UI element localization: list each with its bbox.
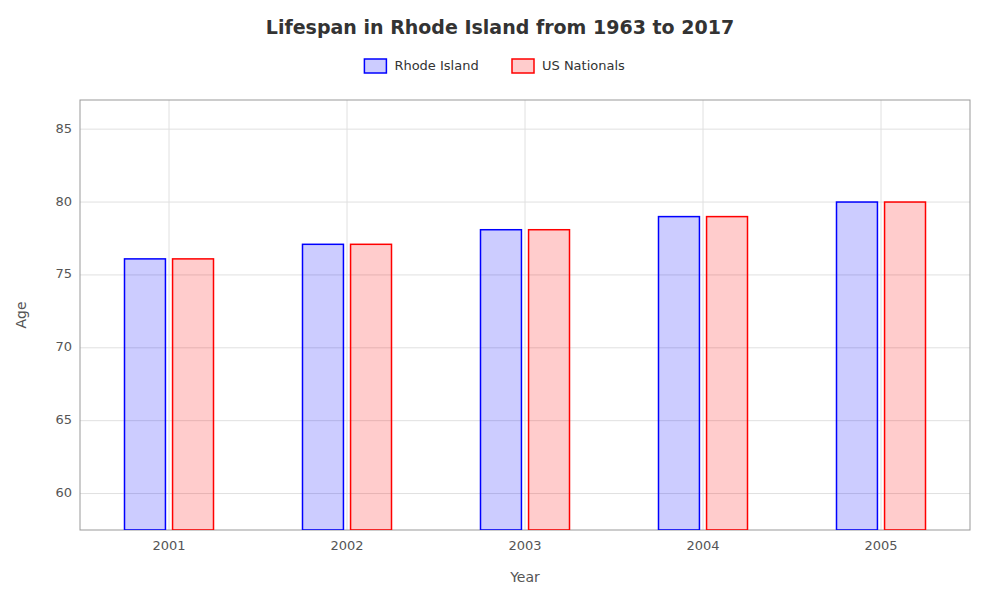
bars [125, 202, 926, 530]
bar [529, 230, 570, 530]
y-axis: 60 65 70 75 80 85 [55, 121, 72, 500]
bar [659, 217, 700, 530]
plot-frame [80, 100, 970, 530]
y-axis-label: Age [13, 301, 29, 328]
x-axis: 2001 2002 2003 2004 2005 [152, 538, 897, 553]
chart: 60 65 70 75 80 85 2001 2002 2003 2004 2005 Year Age L… [0, 0, 1000, 600]
bar [837, 202, 878, 530]
y-tick-label: 65 [55, 412, 72, 427]
x-tick-label: 2005 [864, 538, 897, 553]
legend: Rhode Island US Nationals [364, 58, 625, 74]
x-grid-line [525, 100, 526, 530]
y-tick-label: 75 [55, 266, 72, 281]
bar [303, 244, 344, 530]
legend-swatch [512, 59, 534, 73]
legend-label: Rhode Island [394, 58, 478, 73]
x-axis-label: Year [509, 569, 540, 585]
y-tick-label: 85 [55, 121, 72, 136]
bar [481, 230, 522, 530]
x-tick-label: 2001 [152, 538, 185, 553]
bar [885, 202, 926, 530]
legend-swatch [364, 59, 386, 73]
grid [80, 100, 970, 530]
x-grid-line [881, 100, 882, 530]
y-tick-label: 80 [55, 194, 72, 209]
x-tick-label: 2002 [330, 538, 363, 553]
x-tick-label: 2003 [508, 538, 541, 553]
x-grid-line [703, 100, 704, 530]
bar [707, 217, 748, 530]
x-tick-label: 2004 [686, 538, 719, 553]
legend-label: US Nationals [542, 58, 625, 73]
bar [173, 259, 214, 530]
y-tick-label: 70 [55, 339, 72, 354]
y-tick-label: 60 [55, 485, 72, 500]
bar [351, 244, 392, 530]
x-grid-line [347, 100, 348, 530]
title: Lifespan in Rhode Island from 1963 to 20… [266, 16, 734, 38]
background [0, 0, 1000, 600]
bar [125, 259, 166, 530]
x-grid-line [169, 100, 170, 530]
